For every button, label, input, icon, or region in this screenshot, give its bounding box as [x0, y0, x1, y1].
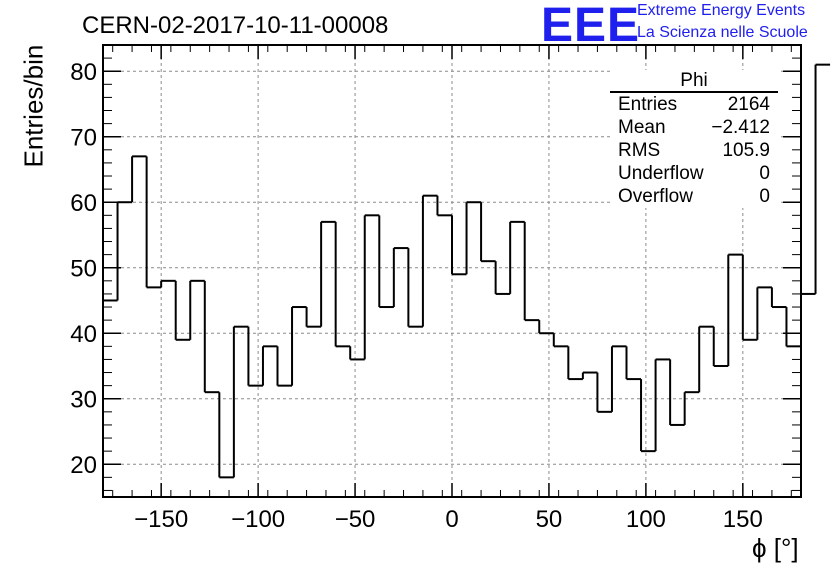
stats-label: RMS [618, 140, 661, 161]
stats-value: 2164 [727, 94, 770, 115]
y-axis-label: Entries/bin [18, 44, 49, 168]
stats-row-entries: Entries 2164 [610, 93, 778, 116]
stats-row-rms: RMS 105.9 [610, 139, 778, 162]
x-axis-label: ϕ [°] [752, 533, 799, 563]
stats-row-overflow: Overflow 0 [610, 185, 778, 208]
axis-ticks [103, 44, 801, 497]
y-tick-label: 40 [70, 321, 97, 348]
stats-value: −2.412 [711, 117, 770, 138]
stats-label: Overflow [618, 186, 693, 207]
logo-subtitle-1: Extreme Energy Events [637, 2, 806, 19]
stats-label: Underflow [618, 163, 704, 184]
x-tick-label: −50 [335, 506, 376, 533]
stats-label: Entries [618, 94, 678, 115]
y-tick-label: 70 [70, 125, 97, 152]
x-tick-label: −100 [231, 506, 285, 533]
y-tick-label: 20 [70, 452, 97, 479]
stats-row-underflow: Underflow 0 [610, 162, 778, 185]
histogram-bars [102, 63, 831, 497]
plot-frame [102, 44, 802, 498]
stats-label: Mean [618, 117, 666, 138]
stats-value: 0 [759, 163, 770, 184]
stats-row-mean: Mean −2.412 [610, 116, 778, 139]
x-tick-label: 0 [445, 506, 458, 533]
chart-title: CERN-02-2017-10-11-00008 [82, 12, 389, 39]
stats-title: Phi [610, 70, 778, 93]
y-tick-label: 60 [70, 190, 97, 217]
y-tick-label: 80 [70, 59, 97, 86]
stats-value: 105.9 [722, 140, 770, 161]
y-tick-label: 50 [70, 256, 97, 283]
stats-box: Phi Entries 2164 Mean −2.412 RMS 105.9 U… [610, 70, 778, 208]
x-tick-label: 100 [626, 506, 666, 533]
x-tick-label: 150 [723, 506, 763, 533]
y-tick-label: 30 [70, 387, 97, 414]
x-tick-label: 50 [536, 506, 563, 533]
eee-logo: EEE [541, 0, 641, 52]
tick-labels: −150 −100 −50 0 50 100 150 20 30 40 50 60 70 80 [70, 59, 763, 533]
x-tick-label: −150 [134, 506, 188, 533]
logo-subtitle-2: La Scienza nelle Scuole [637, 24, 808, 41]
stats-value: 0 [759, 186, 770, 207]
